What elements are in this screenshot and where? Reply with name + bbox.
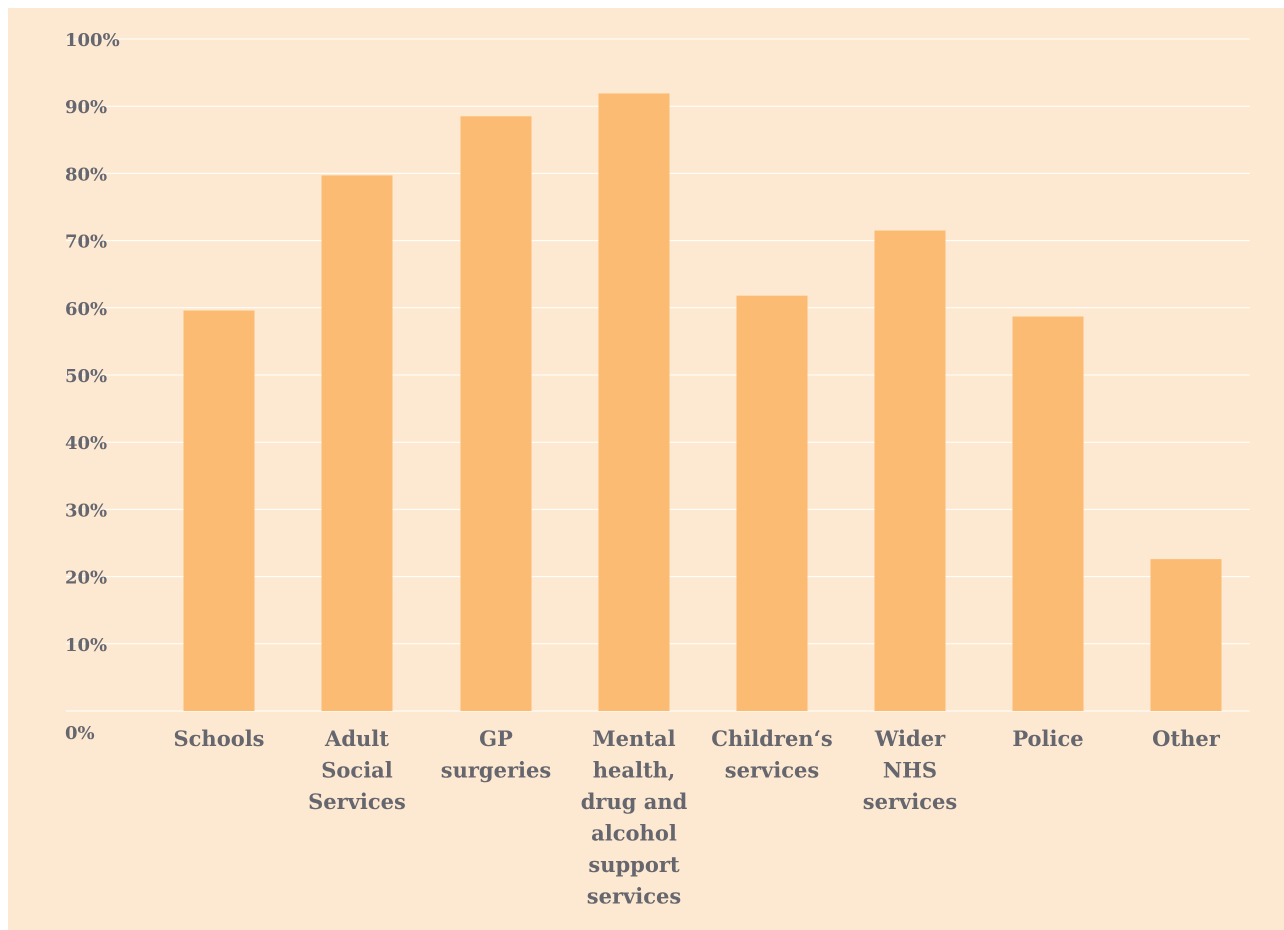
y-tick-label: 10% [65,635,107,656]
category-label-line: Social [321,758,393,783]
bar-1 [183,310,255,711]
y-tick-label: 100% [65,30,120,51]
category-label-line: drug and [581,789,688,814]
category-label: Police [1012,726,1083,751]
y-axis-tick-labels: 0% 10% 20% 30% 40% 50% 60% 70% 80% 90% 100% [65,30,120,744]
category-label: Wider NHS services [863,726,957,814]
category-label: Schools [173,726,264,751]
x-axis-category-labels: Schools Adult Social Services GP surgeries Men… [173,726,1220,909]
category-label-line: health, [593,758,676,783]
y-tick-label: 80% [65,164,107,185]
bar-4 [598,93,670,711]
category-label-line: Police [1012,726,1083,751]
category-label: Other [1152,726,1221,751]
category-label-line: Adult [324,726,389,751]
category-label-line: Mental [592,726,675,751]
category-label-line: services [725,758,819,783]
category-label-line: Children‘s [711,726,832,751]
y-tick-label: 70% [65,232,107,253]
category-label-line: alcohol [591,821,677,846]
bar-3 [460,116,532,711]
category-label-line: Schools [173,726,264,751]
bar-7 [1012,316,1084,711]
category-label-line: support [588,852,680,877]
y-tick-label: 50% [65,366,107,387]
y-tick-label: 30% [65,500,107,521]
category-label-line: Services [308,789,406,814]
category-label-line: NHS [883,758,937,783]
bars [183,93,1222,711]
category-label-line: GP [479,726,513,751]
category-label: Mental health, drug and alcohol support servi… [581,726,688,909]
bar-chart: 0% 10% 20% 30% 40% 50% 60% 70% 80% 90% 100% School… [8,8,1284,930]
y-tick-label: 90% [65,97,107,118]
bar-8 [1150,559,1222,711]
bar-6 [874,230,946,711]
category-label-line: surgeries [441,758,551,783]
category-label: GP surgeries [441,726,551,783]
y-tick-label: 40% [65,433,107,454]
category-label-line: Other [1152,726,1221,751]
y-tick-label: 20% [65,568,107,589]
category-label: Adult Social Services [308,726,406,814]
category-label-line: services [587,884,681,909]
y-tick-label: 60% [65,299,107,320]
category-label: Children‘s services [711,726,832,783]
chart-panel: 0% 10% 20% 30% 40% 50% 60% 70% 80% 90% 100% School… [8,8,1284,930]
bar-2 [321,175,393,711]
bar-5 [736,295,808,711]
category-label-line: services [863,789,957,814]
y-tick-label: 0% [65,723,95,744]
category-label-line: Wider [874,726,946,751]
